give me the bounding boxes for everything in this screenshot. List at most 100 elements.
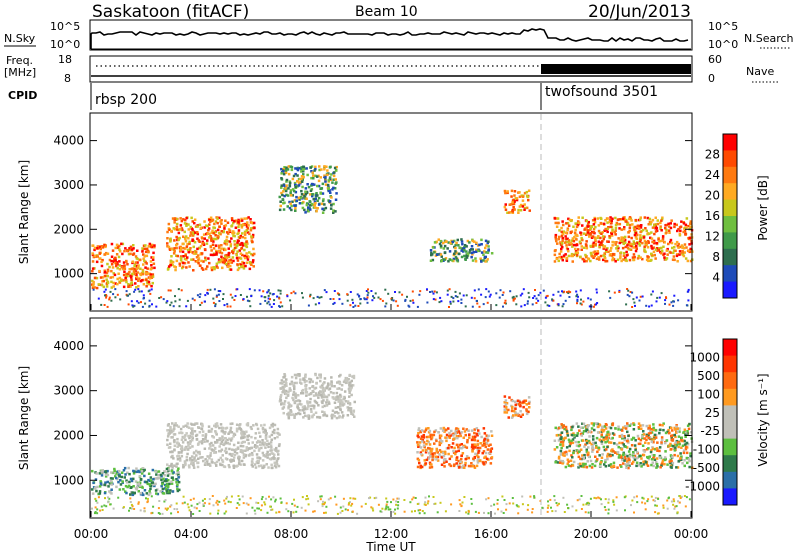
velocity-echo-1 [173,433,177,436]
power-echo-1 [170,255,173,258]
power-echo-5 [669,222,672,225]
power-echo-5 [657,236,660,240]
velocity-echo-0 [125,479,128,482]
power-echo-5 [610,253,614,256]
velocity-echo-5 [660,438,664,442]
power-echo-1 [241,232,244,235]
velocity-echo-0 [159,473,163,477]
velocity-echo-5 [608,426,611,429]
power-echo-3 [433,241,437,244]
power-echo-0 [145,247,149,251]
velocity-echo-1 [220,442,223,445]
velocity-echo-lowband [137,501,140,504]
velocity-echo-0 [157,470,161,473]
power-echo-3 [474,260,478,263]
velocity-echo-3 [439,441,443,445]
power-echo-5 [651,218,655,222]
velocity-echo-1 [194,434,198,437]
power-echo-5 [561,220,564,223]
power-echo-2 [278,208,282,212]
velocity-echo-5 [632,452,635,455]
velocity-echo-1 [273,437,277,440]
velocity-echo-5 [561,444,565,447]
power-echo-lowband [484,296,487,299]
power-echo-lowband [142,294,145,297]
velocity-echo-0 [113,469,116,472]
velocity-echo-0 [130,479,134,483]
power-echo-5 [582,258,586,262]
velocity-echo-0 [117,480,120,484]
power-echo-lowband [687,299,690,302]
velocity-echo-2 [345,379,349,382]
velocity-echo-1 [218,426,221,430]
velocity-echo-3 [466,440,469,444]
power-echo-0 [124,273,128,276]
power-echo-0 [100,260,103,264]
power-echo-2 [327,199,330,202]
velocity-echo-lowband [291,502,294,505]
power-echo-1 [166,242,169,245]
velocity-echo-5 [643,437,646,440]
velocity-echo-3 [432,433,436,437]
power-echo-1 [252,247,255,251]
power-echo-5 [603,229,606,232]
power-echo-0 [129,285,132,288]
power-echo-5 [577,216,580,219]
velocity-echo-2 [306,401,309,405]
power-echo-2 [317,184,321,188]
power-echo-1 [220,255,223,258]
velocity-echo-0 [153,484,156,488]
velocity-echo-2 [302,377,305,380]
power-echo-1 [236,232,239,236]
velocity-echo-5 [643,450,646,453]
velocity-echo-5 [577,425,580,428]
power-echo-lowband [333,290,336,292]
nsky-panel-frame [89,19,693,51]
power-echo-lowband [105,295,108,297]
velocity-echo-1 [166,463,169,466]
power-echo-2 [300,166,303,169]
velocity-echo-5 [679,457,682,460]
velocity-echo-1 [221,460,225,463]
velocity-echo-1 [200,442,204,445]
power-echo-lowband [631,306,634,308]
power-echo-0 [96,255,99,258]
velocity-echo-0 [154,489,158,492]
velocity-echo-1 [179,447,183,451]
power-echo-5 [568,243,571,246]
power-echo-3 [465,256,469,259]
velocity-echo-1 [221,458,224,462]
power-echo-2 [289,202,292,205]
power-echo-5 [650,258,653,262]
velocity-echo-5 [614,427,617,430]
velocity-echo-2 [304,375,307,378]
velocity-echo-1 [270,433,274,437]
velocity-echo-1 [240,436,243,440]
velocity-echo-1 [262,430,265,434]
power-echo-5 [665,228,668,232]
power-echo-1 [209,218,213,221]
velocity-echo-3 [486,437,489,440]
velocity-echo-1 [257,449,261,452]
power-echo-5 [611,256,615,260]
velocity-echo-0 [161,472,165,475]
power-echo-1 [251,260,255,264]
power-echo-1 [230,237,233,240]
power-echo-lowband [165,301,168,304]
power-echo-1 [253,226,256,230]
power-echo-1 [224,259,228,262]
velocity-echo-lowband [436,511,439,514]
power-echo-1 [249,229,253,232]
velocity-echo-1 [215,464,218,467]
power-echo-1 [169,263,172,267]
velocity-echo-1 [227,432,230,435]
power-echo-1 [237,223,241,226]
velocity-echo-lowband [264,503,267,506]
velocity-echo-1 [184,434,187,437]
power-echo-5 [562,223,565,227]
velocity-echo-5 [641,444,645,447]
power-echo-lowband [239,294,242,296]
velocity-echo-5 [623,435,626,438]
power-echo-1 [200,267,204,270]
velocity-echo-2 [284,392,288,396]
